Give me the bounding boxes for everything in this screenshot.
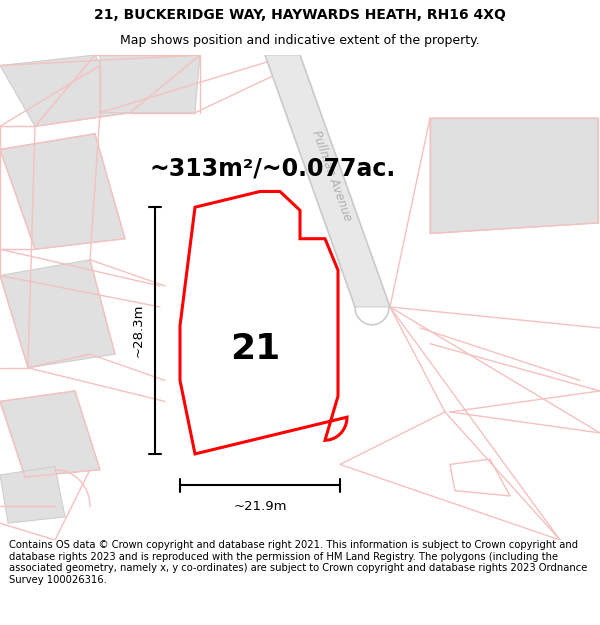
Polygon shape bbox=[0, 55, 130, 126]
Polygon shape bbox=[430, 118, 598, 234]
Polygon shape bbox=[0, 260, 115, 368]
Text: ~313m²/~0.077ac.: ~313m²/~0.077ac. bbox=[150, 156, 396, 181]
Text: 21, BUCKERIDGE WAY, HAYWARDS HEATH, RH16 4XQ: 21, BUCKERIDGE WAY, HAYWARDS HEATH, RH16… bbox=[94, 8, 506, 22]
Polygon shape bbox=[265, 55, 390, 307]
Text: 21: 21 bbox=[230, 332, 280, 366]
Text: Contains OS data © Crown copyright and database right 2021. This information is : Contains OS data © Crown copyright and d… bbox=[9, 540, 587, 585]
Text: ~21.9m: ~21.9m bbox=[233, 500, 287, 513]
Polygon shape bbox=[180, 191, 347, 454]
Text: ~28.3m: ~28.3m bbox=[132, 304, 145, 358]
Polygon shape bbox=[100, 55, 200, 112]
Polygon shape bbox=[0, 391, 100, 477]
Text: Pullman Avenue: Pullman Avenue bbox=[310, 129, 355, 223]
Polygon shape bbox=[0, 466, 65, 523]
Text: Map shows position and indicative extent of the property.: Map shows position and indicative extent… bbox=[120, 34, 480, 48]
Polygon shape bbox=[0, 134, 125, 249]
